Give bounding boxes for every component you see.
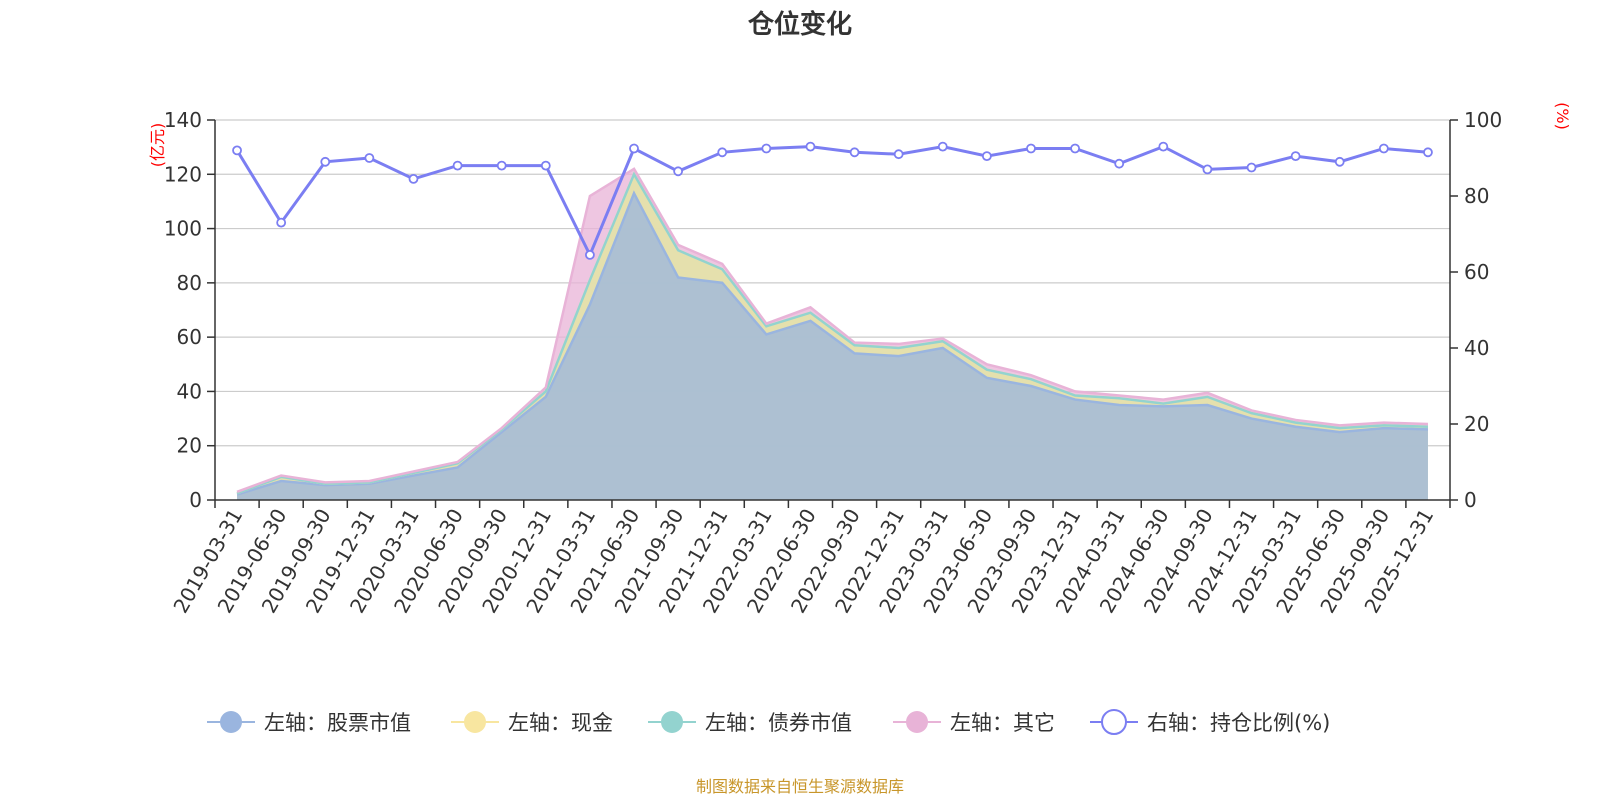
- ratio-point: [1334, 156, 1345, 167]
- ratio-point: [496, 160, 507, 171]
- ratio-point: [981, 151, 992, 162]
- ratio-point: [1423, 147, 1433, 158]
- ratio-point: [276, 217, 287, 228]
- ratio-point: [761, 143, 772, 154]
- right-tick-label: 20: [1464, 412, 1489, 436]
- legend-label: 左轴：其它: [950, 711, 1055, 735]
- left-tick-label: 120: [164, 162, 202, 186]
- ratio-point: [452, 160, 463, 171]
- left-tick-label: 20: [177, 434, 202, 458]
- ratio-point: [893, 149, 904, 160]
- ratio-point: [1026, 143, 1036, 154]
- right-tick-label: 60: [1464, 260, 1489, 284]
- area-edge-左轴：其它: [236, 167, 1428, 494]
- area-edge-左轴：股票市值: [236, 190, 1428, 496]
- left-tick-label: 140: [164, 108, 202, 132]
- legend-label: 左轴：股票市值: [264, 711, 411, 735]
- left-tick-label: 100: [164, 217, 202, 241]
- ratio-point: [805, 141, 816, 152]
- legend-label: 右轴：持仓比例(%): [1147, 711, 1330, 735]
- ratio-point: [717, 147, 728, 158]
- ratio-line: [235, 144, 1429, 259]
- ratio-point: [1246, 162, 1257, 173]
- legend-label: 左轴：现金: [508, 711, 613, 735]
- ratio-point: [320, 156, 331, 167]
- left-tick-label: 40: [177, 379, 202, 403]
- ratio-point: [1158, 141, 1169, 152]
- chart-title: 仓位变化: [747, 9, 852, 40]
- legend-label: 左轴：债券市值: [705, 711, 852, 735]
- ratio-point: [540, 160, 551, 171]
- legend: 左轴：股票市值 左轴：现金 左轴：债券市值 左轴：其它 右轴：持仓比例(%): [207, 709, 1330, 735]
- ratio-point: [937, 141, 948, 152]
- position-ratio-line: [232, 141, 1433, 260]
- ratio-point: [232, 145, 242, 156]
- left-axis-unit: (亿元): [148, 123, 167, 168]
- right-tick-label: 0: [1464, 488, 1477, 512]
- ratio-point: [849, 147, 860, 158]
- right-tick-label: 100: [1464, 108, 1502, 132]
- stacked-areas: [236, 167, 1428, 501]
- ratio-point: [1114, 158, 1125, 169]
- legend-marker: [1101, 709, 1127, 735]
- ratio-point: [1378, 143, 1389, 154]
- left-tick-label: 60: [177, 325, 202, 349]
- right-tick-label: 80: [1464, 184, 1489, 208]
- source-note: 制图数据来自恒生聚源数据库: [696, 777, 904, 796]
- ratio-point: [1290, 151, 1301, 162]
- right-tick-label: 40: [1464, 336, 1489, 360]
- legend-marker: [464, 711, 486, 733]
- right-axis-unit: (%): [1553, 102, 1572, 130]
- ratio-point: [673, 166, 684, 177]
- area-edge-左轴：债券市值: [236, 171, 1428, 495]
- ratio-point: [629, 143, 639, 154]
- ratio-point: [408, 173, 419, 184]
- legend-marker: [661, 711, 683, 733]
- area-左轴：股票市值: [237, 193, 1428, 501]
- ratio-point: [1070, 143, 1080, 154]
- left-tick-label: 0: [189, 488, 202, 512]
- ratio-point: [585, 249, 595, 260]
- legend-marker: [220, 711, 242, 733]
- legend-marker: [906, 711, 928, 733]
- ratio-point: [1202, 164, 1213, 175]
- ratio-point: [364, 153, 375, 163]
- left-tick-label: 80: [177, 271, 202, 295]
